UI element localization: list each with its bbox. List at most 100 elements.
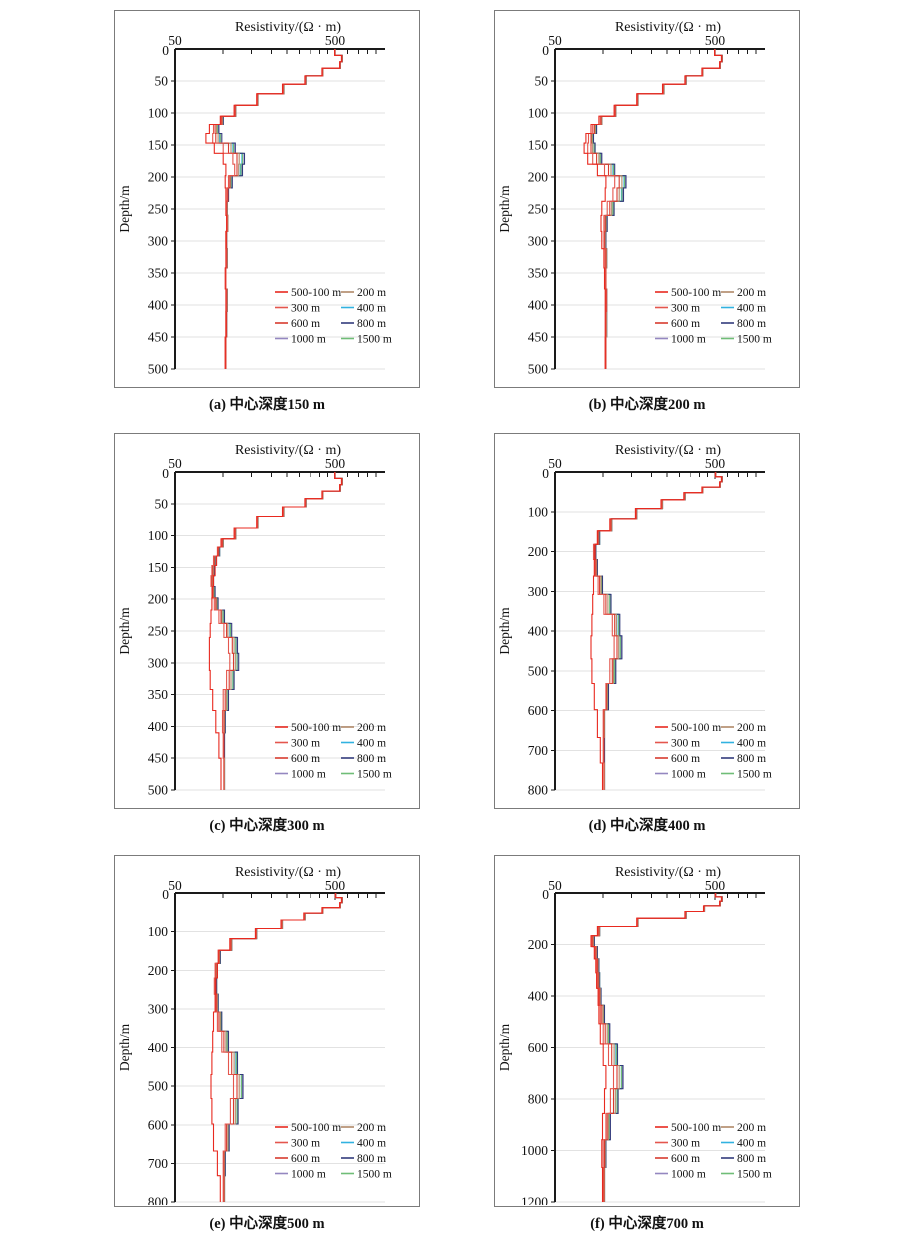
x-tick-label: 50 — [548, 456, 562, 471]
depth-tick-label: 0 — [542, 887, 549, 902]
depth-tick-label: 400 — [528, 989, 549, 1004]
depth-tick-label: 800 — [148, 1195, 169, 1206]
depth-tick-label: 0 — [162, 43, 169, 58]
depth-tick-label: 100 — [148, 924, 169, 939]
depth-tick-label: 150 — [528, 138, 549, 153]
depth-tick-label: 50 — [155, 496, 169, 511]
x-tick-label: 50 — [168, 33, 182, 48]
series-500-100-m — [210, 893, 342, 1202]
legend-label: 600 m — [671, 753, 700, 765]
caption-a: (a) 中心深度150 m — [209, 397, 325, 413]
legend-label: 300 m — [671, 303, 700, 315]
x-axis-title: Resistivity/(Ω · m) — [235, 443, 341, 458]
legend-label: 300 m — [671, 738, 700, 750]
legend-label: 300 m — [291, 1138, 320, 1150]
depth-tick-label: 400 — [528, 298, 549, 313]
x-tick-label: 50 — [168, 878, 182, 893]
legend-label: 800 m — [357, 753, 386, 765]
depth-tick-label: 800 — [528, 783, 549, 798]
depth-tick-label: 400 — [148, 1040, 169, 1055]
y-axis-title: Depth/m — [117, 1023, 132, 1071]
depth-tick-label: 500 — [148, 362, 169, 377]
legend-label: 500-100 m — [671, 1122, 721, 1134]
depth-tick-label: 100 — [148, 528, 169, 543]
depth-tick-label: 350 — [148, 266, 169, 281]
depth-tick-label: 150 — [148, 560, 169, 575]
legend-label: 1000 m — [291, 1169, 326, 1181]
legend-label: 400 m — [737, 303, 766, 315]
caption-f: (f) 中心深度700 m — [590, 1216, 704, 1232]
legend-label: 400 m — [357, 738, 386, 750]
subplot-b: Resistivity/(Ω · m) 50 500 50 100 150 200 250 30… — [494, 10, 800, 414]
depth-tick-label: 0 — [542, 43, 549, 58]
chart-frame-c: Resistivity/(Ω · m) 50 500 50 100 150 200 250 30… — [114, 433, 420, 809]
chart-canvas-a: Resistivity/(Ω · m) 50 500 50 100 150 200 250 30… — [117, 20, 392, 377]
depth-tick-label: 50 — [535, 74, 549, 89]
chart-frame-e: Resistivity/(Ω · m) 50 500 100 200 300 400 500 6… — [114, 855, 420, 1207]
depth-tick-label: 250 — [148, 202, 169, 217]
caption-b: (b) 中心深度200 m — [588, 397, 706, 413]
subplot-e: Resistivity/(Ω · m) 50 500 100 200 300 400 500 6… — [114, 855, 420, 1233]
depth-tick-label: 350 — [148, 687, 169, 702]
chart-canvas-b: Resistivity/(Ω · m) 50 500 50 100 150 200 250 30… — [497, 20, 772, 377]
depth-tick-label: 400 — [148, 719, 169, 734]
y-axis-title: Depth/m — [497, 1023, 512, 1071]
x-axis-title: Resistivity/(Ω · m) — [615, 20, 721, 35]
depth-tick-label: 300 — [528, 584, 549, 599]
y-axis-title: Depth/m — [497, 185, 512, 233]
x-tick-label: 500 — [325, 878, 346, 893]
legend-label: 1500 m — [737, 769, 772, 781]
depth-tick-label: 200 — [148, 963, 169, 978]
legend-label: 300 m — [671, 1138, 700, 1150]
x-tick-label: 500 — [705, 456, 726, 471]
legend-label: 300 m — [291, 303, 320, 315]
legend-label: 500-100 m — [291, 722, 341, 734]
legend-label: 1000 m — [291, 769, 326, 781]
depth-tick-label: 400 — [148, 298, 169, 313]
depth-tick-label: 1200 — [521, 1195, 548, 1206]
legend: 500-100 m 200 m 300 m 400 m 600 m 800 m 1000 m… — [655, 722, 772, 781]
legend-label: 500-100 m — [291, 1122, 341, 1134]
y-axis-title: Depth/m — [117, 185, 132, 233]
depth-tick-label: 200 — [528, 937, 549, 952]
legend-label: 500-100 m — [671, 722, 721, 734]
chart-frame-d: Resistivity/(Ω · m) 50 500 100 200 300 400 500 6… — [494, 433, 800, 809]
caption-c: (c) 中心深度300 m — [209, 818, 325, 834]
legend-label: 1500 m — [357, 334, 392, 346]
chart-frame-a: Resistivity/(Ω · m) 50 500 50 100 150 200 250 30… — [114, 10, 420, 388]
caption-e: (e) 中心深度500 m — [209, 1216, 325, 1232]
legend: 500-100 m 200 m 300 m 400 m 600 m 800 m 1000 m… — [655, 1122, 772, 1181]
depth-tick-label: 450 — [148, 330, 169, 345]
legend-label: 1000 m — [671, 334, 706, 346]
depth-tick-label: 300 — [528, 234, 549, 249]
legend-label: 800 m — [737, 1153, 766, 1165]
x-axis-title: Resistivity/(Ω · m) — [235, 865, 341, 880]
legend-label: 200 m — [357, 1122, 386, 1134]
depth-tick-label: 300 — [148, 655, 169, 670]
depth-tick-label: 300 — [148, 234, 169, 249]
legend-label: 800 m — [737, 318, 766, 330]
depth-tick-label: 500 — [148, 783, 169, 798]
legend: 500-100 m 200 m 300 m 400 m 600 m 800 m 1000 m… — [655, 287, 772, 346]
depth-tick-label: 0 — [162, 887, 169, 902]
legend-label: 600 m — [291, 1153, 320, 1165]
depth-tick-label: 250 — [148, 624, 169, 639]
depth-tick-label: 700 — [148, 1156, 169, 1171]
depth-tick-label: 500 — [528, 362, 549, 377]
series-500-100-m — [208, 472, 342, 790]
legend-label: 500-100 m — [671, 287, 721, 299]
legend-label: 1000 m — [671, 769, 706, 781]
depth-tick-label: 150 — [148, 138, 169, 153]
depth-tick-label: 450 — [528, 330, 549, 345]
series-500-100-m — [205, 49, 342, 369]
legend-label: 500-100 m — [291, 287, 341, 299]
caption-d: (d) 中心深度400 m — [588, 818, 706, 834]
x-tick-label: 500 — [325, 33, 346, 48]
chart-frame-f: Resistivity/(Ω · m) 50 500 200 400 600 800 1000… — [494, 855, 800, 1207]
x-tick-label: 500 — [325, 456, 346, 471]
subplot-a: Resistivity/(Ω · m) 50 500 50 100 150 200 250 30… — [114, 10, 420, 414]
depth-tick-label: 100 — [528, 504, 549, 519]
depth-tick-label: 50 — [155, 74, 169, 89]
legend-label: 400 m — [737, 738, 766, 750]
